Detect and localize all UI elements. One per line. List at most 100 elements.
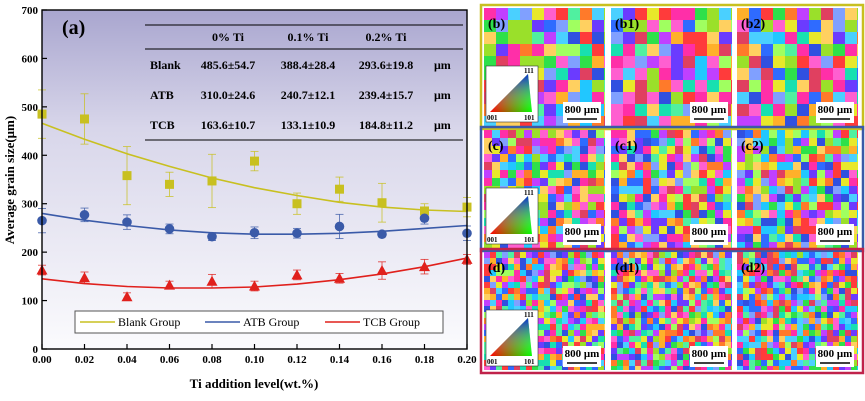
grain: [851, 294, 857, 302]
grain: [737, 300, 744, 307]
grain: [580, 162, 589, 171]
grain: [749, 342, 756, 349]
grain: [611, 242, 620, 248]
grain: [643, 194, 652, 204]
grain: [635, 330, 642, 338]
grain: [745, 194, 754, 203]
grain: [659, 306, 665, 312]
grain: [538, 318, 545, 325]
grain: [773, 276, 779, 283]
grain: [817, 138, 825, 147]
grain: [745, 218, 753, 228]
grain: [841, 138, 850, 146]
grain: [617, 342, 624, 349]
grain: [695, 44, 707, 57]
grain: [857, 210, 858, 219]
grain: [659, 270, 667, 278]
grain: [773, 270, 779, 277]
grain: [665, 318, 673, 326]
grain: [737, 324, 745, 330]
grain: [695, 294, 702, 301]
grain: [743, 288, 750, 296]
grain: [695, 258, 702, 266]
grain: [580, 68, 594, 80]
grain: [683, 146, 691, 155]
grain: [793, 138, 802, 148]
grain: [611, 8, 624, 20]
grain: [691, 162, 699, 170]
grain: [667, 210, 677, 218]
data-point-square: [207, 176, 217, 186]
grain: [849, 202, 857, 211]
grain: [767, 366, 775, 370]
grain: [548, 186, 557, 194]
grain: [500, 154, 510, 164]
grain: [809, 138, 817, 148]
grain: [701, 294, 709, 302]
grain: [785, 306, 792, 314]
grain: [707, 366, 714, 370]
grain: [611, 348, 618, 356]
grain: [580, 154, 589, 162]
grain: [671, 258, 677, 266]
x-tick-label: 0.12: [287, 354, 307, 366]
grain: [683, 130, 693, 139]
grain: [801, 186, 809, 194]
grain: [731, 116, 732, 126]
grain: [677, 288, 685, 295]
grain: [797, 294, 805, 301]
grain: [817, 194, 826, 203]
grain: [598, 318, 605, 324]
grain: [586, 342, 593, 349]
table-row-atb-0: 310.0±24.6: [201, 88, 256, 102]
grain: [699, 186, 709, 195]
grain: [707, 56, 721, 70]
grain: [580, 194, 588, 204]
grain: [821, 306, 827, 314]
grain: [556, 92, 569, 104]
grain: [586, 312, 593, 320]
grain: [544, 294, 550, 302]
grain: [715, 138, 723, 147]
scale-bar-box: [816, 102, 854, 123]
grain: [755, 354, 763, 362]
grain: [797, 32, 811, 44]
grain: [761, 258, 768, 265]
grain: [604, 8, 605, 20]
grain: [801, 170, 810, 178]
grain: [851, 276, 858, 282]
grain: [580, 32, 592, 46]
grain: [857, 282, 858, 289]
grain: [635, 270, 643, 277]
grain: [508, 8, 521, 21]
grain: [598, 258, 605, 264]
grain: [791, 270, 797, 277]
grain: [821, 56, 834, 68]
grain: [659, 324, 665, 332]
grain: [749, 32, 761, 45]
grain: [611, 306, 617, 312]
grain: [769, 218, 778, 226]
grain: [647, 264, 655, 271]
grain: [623, 32, 637, 46]
grain: [809, 44, 823, 58]
grain: [761, 312, 768, 319]
grain: [839, 342, 846, 349]
grain: [803, 366, 811, 370]
grain: [851, 366, 858, 370]
grain: [689, 312, 696, 320]
data-point-square: [250, 156, 259, 166]
grain: [701, 312, 708, 318]
grain: [845, 294, 851, 300]
grain: [516, 154, 524, 164]
grain: [651, 146, 659, 155]
grain: [737, 318, 744, 325]
grain: [689, 318, 696, 324]
grain: [755, 360, 761, 368]
grain: [725, 312, 732, 320]
grain: [671, 264, 678, 271]
grain: [857, 162, 858, 170]
grain: [564, 154, 573, 163]
grain: [647, 336, 655, 342]
grain: [849, 146, 857, 156]
